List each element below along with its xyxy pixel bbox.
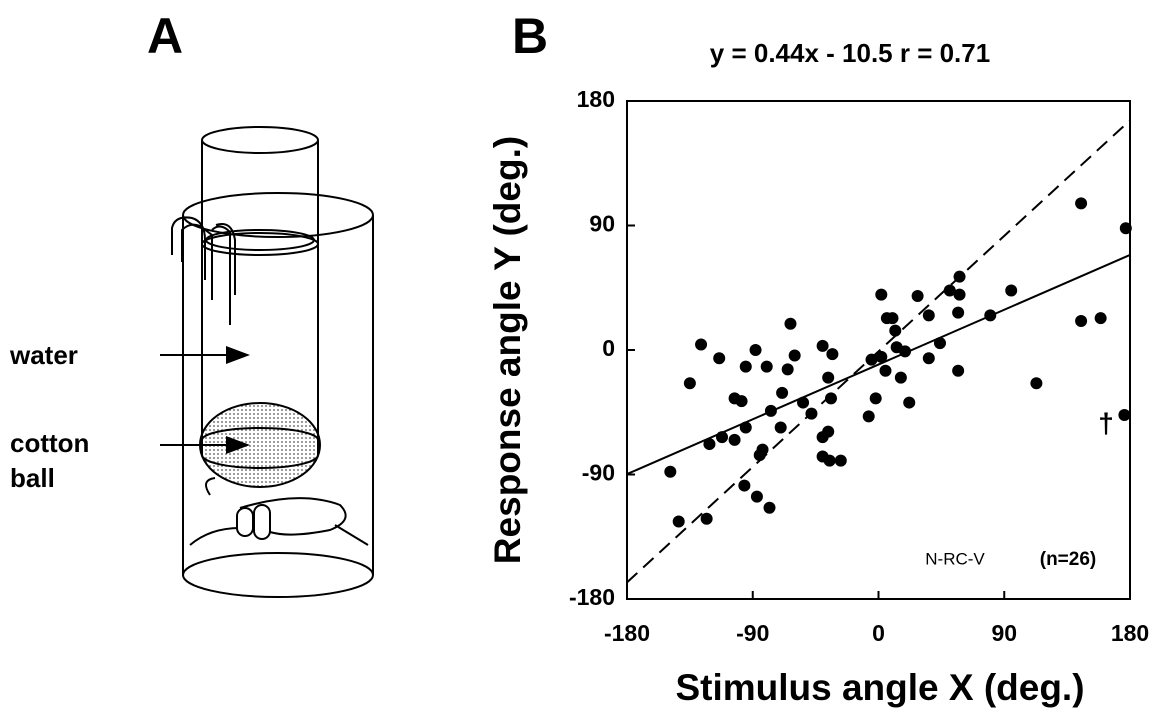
data-point [700, 512, 713, 525]
data-point [750, 490, 763, 503]
data-point [760, 360, 773, 373]
data-point [713, 352, 726, 365]
data-point [822, 371, 835, 384]
chart-title: y = 0.44x - 10.5 r = 0.71 [710, 38, 990, 68]
data-point [756, 443, 769, 456]
y-tick-label: 0 [602, 335, 615, 361]
data-point [953, 288, 966, 301]
data-point [784, 317, 797, 330]
data-point [899, 345, 912, 358]
x-tick-label: -90 [736, 620, 769, 646]
data-point [922, 352, 935, 365]
data-point [933, 337, 946, 350]
data-point [805, 407, 818, 420]
annotation: (n=26) [1040, 549, 1097, 570]
x-tick-label: 90 [991, 620, 1017, 646]
data-point [797, 396, 810, 409]
data-point [716, 431, 729, 444]
panel-label: B [512, 8, 548, 64]
data-point [943, 284, 956, 297]
data-point [922, 309, 935, 322]
data-point [1030, 377, 1043, 390]
data-point [781, 363, 794, 376]
data-point [672, 515, 685, 528]
data-point [763, 501, 776, 514]
x-axis-title: Stimulus angle X (deg.) [675, 667, 1084, 708]
data-point [894, 371, 907, 384]
x-tick-label: 180 [1111, 620, 1149, 646]
data-point [764, 404, 777, 417]
data-point [1075, 197, 1088, 210]
y-tick-label: -180 [569, 584, 615, 610]
data-point [911, 290, 924, 303]
apparatus-diagram [160, 126, 375, 598]
data-point [869, 392, 882, 405]
y-axis-title: Response angle Y (deg.) [487, 136, 528, 564]
annotation: N-RC-V [925, 549, 985, 568]
data-point [824, 392, 837, 405]
data-point [953, 270, 966, 283]
data-point [834, 454, 847, 467]
data-point [984, 309, 997, 322]
data-point [1118, 409, 1131, 422]
data-point [739, 360, 752, 373]
data-point [875, 288, 888, 301]
data-point [1119, 222, 1132, 235]
data-point [739, 421, 752, 434]
data-point [822, 425, 835, 438]
data-point [903, 396, 916, 409]
cotton-label: cotton [10, 428, 89, 458]
data-point [749, 344, 762, 356]
data-point [952, 306, 965, 319]
data-point [738, 479, 751, 492]
y-tick-label: 90 [589, 211, 615, 237]
data-point [683, 377, 696, 390]
data-point [703, 438, 716, 451]
data-point [1075, 314, 1088, 327]
water-label: water [9, 340, 78, 370]
data-point [1005, 284, 1018, 297]
data-point [735, 395, 748, 408]
x-tick-label: 0 [872, 620, 885, 646]
data-point [788, 349, 801, 362]
data-point [879, 364, 892, 377]
data-point [776, 386, 789, 399]
data-point [728, 433, 741, 446]
y-tick-label: 180 [577, 86, 615, 112]
data-point [952, 364, 965, 377]
y-tick-label: -90 [582, 460, 615, 486]
panel-label: A [147, 8, 183, 64]
regression-line [626, 254, 1131, 476]
data-point [875, 350, 888, 363]
data-point [865, 353, 878, 366]
data-point [889, 324, 902, 337]
identity-line [626, 119, 1131, 584]
x-tick-label: -180 [604, 620, 650, 646]
data-point [816, 339, 829, 352]
data-point [823, 454, 836, 467]
data-point [862, 410, 875, 423]
data-point [774, 421, 787, 434]
data-point [664, 465, 677, 478]
data-point [886, 312, 899, 325]
cotton-label: ball [10, 463, 55, 493]
data-point [1094, 312, 1107, 325]
annotation: † [1098, 407, 1114, 438]
data-point [695, 338, 708, 351]
data-point [826, 348, 839, 361]
